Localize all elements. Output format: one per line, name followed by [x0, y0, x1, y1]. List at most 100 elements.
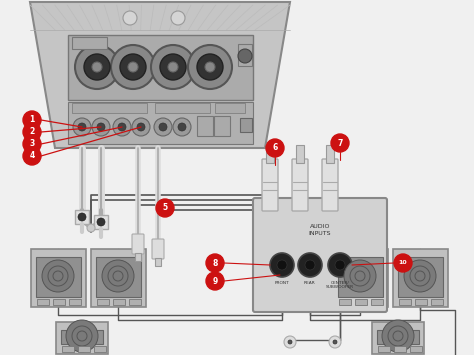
Polygon shape	[30, 2, 290, 148]
Circle shape	[404, 260, 436, 292]
Bar	[155, 258, 161, 266]
FancyBboxPatch shape	[132, 234, 144, 254]
Circle shape	[171, 11, 185, 25]
Bar	[53, 299, 65, 305]
Text: AUDIO
INPUTS: AUDIO INPUTS	[309, 224, 331, 236]
Circle shape	[92, 118, 110, 136]
Bar	[238, 44, 252, 66]
Circle shape	[84, 54, 110, 80]
Circle shape	[77, 331, 87, 341]
Circle shape	[128, 62, 138, 72]
Circle shape	[173, 118, 191, 136]
Text: 8: 8	[212, 258, 218, 268]
FancyBboxPatch shape	[253, 198, 387, 312]
Circle shape	[331, 134, 349, 152]
Bar	[72, 103, 147, 113]
Circle shape	[66, 320, 98, 352]
Circle shape	[160, 54, 186, 80]
Circle shape	[118, 123, 126, 131]
Circle shape	[132, 118, 150, 136]
Circle shape	[111, 45, 155, 89]
Bar	[266, 145, 274, 163]
Circle shape	[108, 266, 128, 286]
Bar	[431, 299, 443, 305]
Circle shape	[288, 340, 292, 344]
Bar	[410, 346, 422, 352]
Circle shape	[197, 54, 223, 80]
Circle shape	[344, 260, 376, 292]
Circle shape	[206, 254, 224, 272]
Text: 6: 6	[273, 143, 278, 153]
Circle shape	[388, 326, 408, 346]
FancyBboxPatch shape	[262, 159, 278, 211]
Circle shape	[73, 118, 91, 136]
Circle shape	[238, 49, 252, 63]
Bar	[197, 116, 213, 136]
Circle shape	[23, 147, 41, 165]
Bar	[129, 299, 141, 305]
Bar	[113, 299, 125, 305]
FancyBboxPatch shape	[322, 159, 338, 211]
Bar	[36, 257, 81, 297]
Bar	[91, 249, 146, 307]
Bar	[415, 299, 427, 305]
Circle shape	[284, 336, 296, 348]
Circle shape	[266, 139, 284, 157]
Bar	[394, 346, 406, 352]
Circle shape	[393, 331, 403, 341]
Circle shape	[23, 123, 41, 141]
Bar	[69, 299, 81, 305]
Circle shape	[113, 118, 131, 136]
Circle shape	[120, 54, 146, 80]
Text: CENTER/
SUBWOOFER: CENTER/ SUBWOOFER	[326, 281, 354, 289]
Circle shape	[178, 123, 186, 131]
Text: 9: 9	[212, 277, 218, 285]
Bar	[333, 249, 388, 307]
Bar	[72, 37, 107, 49]
Text: 2: 2	[29, 127, 35, 137]
Bar	[296, 145, 304, 163]
Circle shape	[151, 45, 195, 89]
Bar	[378, 346, 390, 352]
Bar	[214, 116, 230, 136]
Bar	[339, 299, 351, 305]
Text: 5: 5	[163, 203, 168, 213]
Circle shape	[154, 118, 172, 136]
Circle shape	[97, 218, 105, 226]
Bar	[75, 210, 89, 224]
Circle shape	[382, 320, 414, 352]
Bar	[372, 322, 424, 354]
Bar	[377, 330, 419, 344]
Bar	[399, 299, 411, 305]
Circle shape	[270, 253, 294, 277]
Circle shape	[53, 271, 63, 281]
Bar	[68, 102, 253, 144]
Bar	[94, 215, 108, 229]
Circle shape	[305, 260, 315, 270]
FancyBboxPatch shape	[152, 239, 164, 259]
FancyBboxPatch shape	[292, 159, 308, 211]
Circle shape	[78, 123, 86, 131]
Text: 3: 3	[29, 140, 35, 148]
Circle shape	[350, 266, 370, 286]
Circle shape	[137, 123, 145, 131]
Bar	[96, 257, 141, 297]
Bar	[371, 299, 383, 305]
Circle shape	[102, 260, 134, 292]
Circle shape	[333, 340, 337, 344]
Circle shape	[92, 62, 102, 72]
Circle shape	[23, 135, 41, 153]
Text: 1: 1	[29, 115, 35, 125]
Bar	[31, 249, 86, 307]
Circle shape	[87, 224, 95, 232]
Circle shape	[168, 62, 178, 72]
Circle shape	[42, 260, 74, 292]
Circle shape	[335, 260, 345, 270]
Bar	[61, 330, 103, 344]
Text: FRONT: FRONT	[274, 281, 289, 285]
Bar	[398, 257, 443, 297]
Circle shape	[298, 253, 322, 277]
Bar	[78, 346, 90, 352]
Circle shape	[415, 271, 425, 281]
Text: 10: 10	[399, 261, 407, 266]
